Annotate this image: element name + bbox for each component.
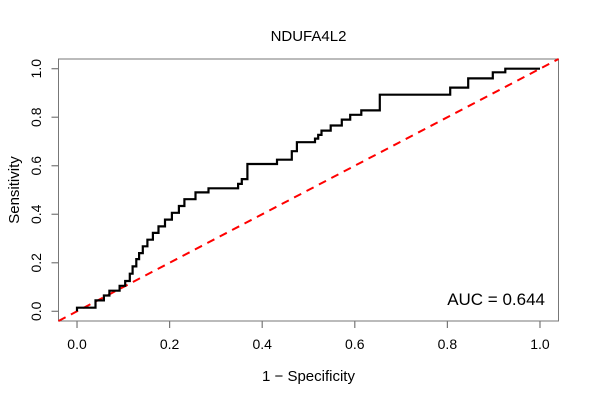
series-layer (58, 58, 559, 322)
y-tick-label: 0.8 (28, 107, 44, 127)
x-tick-label: 0.8 (438, 336, 458, 352)
chart-title: NDUFA4L2 (271, 28, 347, 45)
y-tick-label: 0.6 (28, 156, 44, 176)
x-tick-label: 0.0 (67, 336, 87, 352)
y-tick-label: 0.0 (28, 301, 44, 321)
y-tick-label: 0.4 (28, 204, 44, 224)
x-tick-label: 0.6 (345, 336, 365, 352)
x-tick-label: 0.2 (160, 336, 180, 352)
chance-diagonal-line (58, 58, 559, 322)
roc-curve-line (75, 67, 540, 312)
auc-annotation: AUC = 0.644 (447, 290, 545, 309)
axis-ticks: 0.0 0.2 0.4 0.6 0.8 1.0 0.0 0.2 0.4 0.6 0.8 1.0 (28, 59, 550, 352)
y-tick-label: 0.2 (28, 253, 44, 273)
x-axis-label: 1 − Specificity (262, 368, 355, 385)
x-tick-label: 0.4 (252, 336, 272, 352)
x-tick-label: 1.0 (530, 336, 550, 352)
y-axis-label: Sensitivity (6, 156, 23, 224)
plot-box (58, 58, 559, 322)
y-tick-label: 1.0 (28, 59, 44, 79)
